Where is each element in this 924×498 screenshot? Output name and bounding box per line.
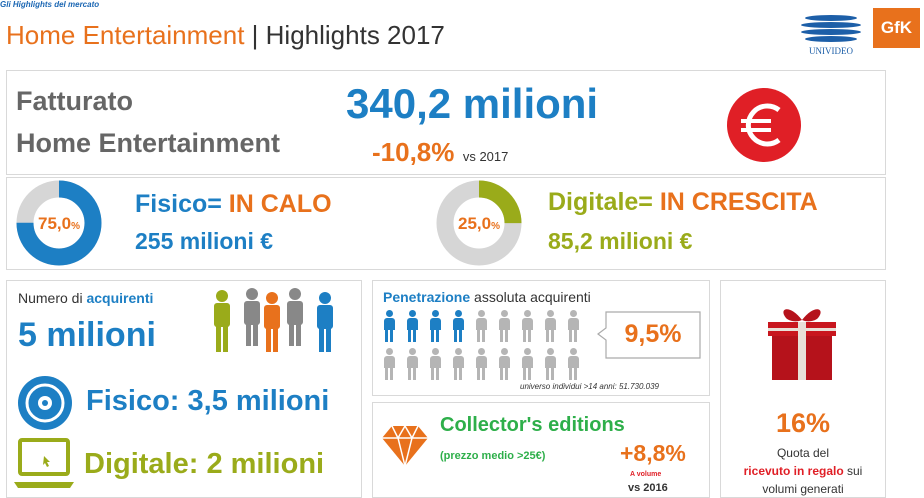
gift-icon: [766, 302, 838, 382]
collector-title: Collector's editions: [440, 414, 625, 436]
buyers-group-icon: [210, 288, 350, 358]
fisico-amount: 255 milioni €: [135, 228, 274, 254]
person-icon-highlighted: [383, 310, 395, 342]
collector-card: [372, 402, 710, 498]
disc-icon: [18, 376, 72, 430]
collector-value: +8,8%: [620, 440, 686, 466]
digitale-heading: Digitale= IN CRESCITA: [548, 188, 818, 217]
person-icon-highlighted: [406, 310, 418, 342]
person-icon-highlighted: [452, 310, 464, 342]
acquirenti-total: 5 milioni: [18, 316, 156, 354]
regalo-line2: ricevuto in regalo sui: [720, 464, 886, 478]
title-accent: Home Entertainment: [6, 20, 245, 50]
fisico-status: IN CALO: [228, 190, 332, 218]
person-icon: [452, 348, 464, 380]
acquirenti-digitale: Digitale: 2 milioni: [84, 448, 325, 480]
person-icon: [406, 348, 418, 380]
penetrazione-value: 9,5%: [624, 320, 682, 348]
penetrazione-footnote: universo individui >14 anni: 51.730.039: [520, 382, 659, 391]
person-icon: [521, 348, 533, 380]
regalo-line2-rest: sui: [843, 464, 863, 478]
regalo-line3: volumi generati: [762, 482, 844, 496]
regalo-card: [720, 280, 886, 498]
collector-note-small: A volume: [630, 471, 662, 478]
title-separator: |: [244, 20, 266, 50]
person-icon: [544, 310, 556, 342]
digitale-donut: 25,0%: [436, 180, 522, 266]
section-kicker: Gli Highlights del mercato: [0, 0, 100, 9]
regalo-value: 16%: [775, 408, 831, 438]
digitale-amount: 85,2 milioni €: [548, 228, 693, 254]
person-icon-highlighted: [429, 310, 441, 342]
acquirenti-caption: Numero di acquirenti: [18, 290, 153, 306]
penetrazione-title: Penetrazione assoluta acquirenti: [383, 289, 591, 305]
univideo-logo: UNIVIDEO: [796, 6, 866, 58]
digitale-pct: 25,0: [458, 214, 492, 233]
fisico-label: Fisico=: [135, 190, 229, 218]
penetrazione-title-rest: assoluta acquirenti: [470, 289, 591, 305]
penetrazione-title-bold: Penetrazione: [383, 289, 471, 305]
page-title: Home Entertainment | Highlights 2017: [6, 20, 445, 51]
fisico-pct-sign: %: [71, 221, 80, 232]
digitale-label: Digitale=: [548, 188, 660, 216]
univideo-logo-text: UNIVIDEO: [809, 46, 853, 56]
laptop-icon: [14, 438, 74, 490]
regalo-line1: Quota del: [776, 446, 830, 460]
person-icon: [475, 310, 487, 342]
diamond-icon: [382, 422, 428, 468]
penetrazione-callout: 9,5%: [596, 310, 704, 362]
acquirenti-caption-bold: acquirenti: [86, 290, 154, 306]
title-rest: Highlights 2017: [265, 20, 445, 50]
fatturato-change: -10,8%: [372, 137, 455, 167]
person-icon: [544, 348, 556, 380]
euro-icon: [727, 88, 801, 162]
fatturato-label-line1: Fatturato: [16, 86, 133, 116]
fatturato-value: 340,2 milioni: [346, 80, 599, 127]
regalo-highlight: ricevuto in regalo: [743, 464, 844, 478]
acquirenti-fisico: Fisico: 3,5 milioni: [86, 385, 330, 417]
person-icon: [475, 348, 487, 380]
fisico-donut: 75,0%: [16, 180, 102, 266]
person-icon: [429, 348, 441, 380]
fisico-heading: Fisico= IN CALO: [135, 190, 332, 219]
digitale-status: IN CRESCITA: [659, 188, 818, 216]
fatturato-change-row: -10,8% vs 2017: [372, 137, 508, 168]
person-icon: [567, 310, 579, 342]
digitale-pct-sign: %: [491, 221, 500, 232]
fatturato-change-suffix: vs 2017: [462, 149, 509, 164]
acquirenti-caption-prefix: Numero di: [18, 290, 87, 306]
person-icon: [521, 310, 533, 342]
fisico-pct: 75,0: [38, 214, 72, 233]
person-icon: [498, 310, 510, 342]
fisico-donut-label: 75,0%: [16, 214, 102, 234]
person-icon: [383, 348, 395, 380]
digitale-donut-label: 25,0%: [436, 214, 522, 234]
people-grid: [383, 310, 593, 386]
gfk-logo: GfK: [873, 8, 920, 48]
collector-subtitle: (prezzo medio >25€): [440, 450, 546, 462]
collector-note-vs: vs 2016: [628, 482, 668, 494]
person-icon: [567, 348, 579, 380]
person-icon: [498, 348, 510, 380]
fatturato-label-line2: Home Entertainment: [16, 128, 281, 158]
